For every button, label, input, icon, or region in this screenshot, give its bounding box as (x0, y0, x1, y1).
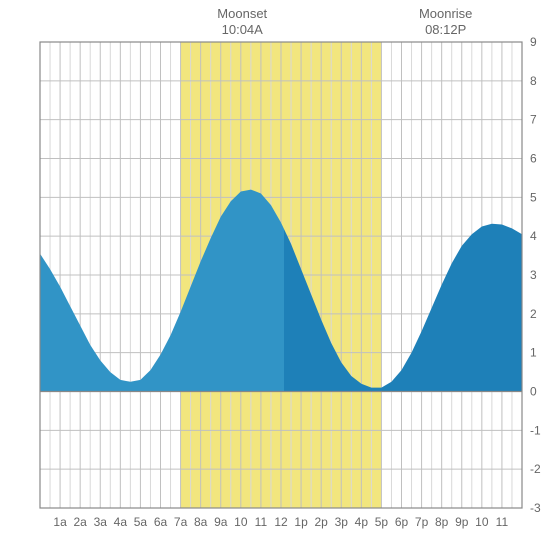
y-tick-label: 7 (530, 113, 537, 127)
y-tick-label: 6 (530, 152, 537, 166)
x-tick-label: 6p (395, 515, 409, 529)
x-tick-label: 12 (274, 515, 288, 529)
moonrise-label: Moonrise08:12P (406, 6, 486, 37)
x-tick-label: 10 (475, 515, 489, 529)
y-tick-label: 8 (530, 74, 537, 88)
tide-chart: -3-2-101234567891a2a3a4a5a6a7a8a9a101112… (0, 0, 550, 550)
x-tick-label: 1p (294, 515, 308, 529)
x-tick-label: 11 (255, 515, 268, 529)
moonrise-time: 08:12P (406, 22, 486, 38)
y-tick-label: 5 (530, 190, 537, 204)
x-tick-label: 9p (455, 515, 469, 529)
x-tick-label: 5p (375, 515, 389, 529)
y-tick-label: 0 (530, 385, 537, 399)
x-tick-label: 2a (73, 515, 87, 529)
y-tick-label: -3 (530, 501, 541, 515)
moonset-label: Moonset10:04A (202, 6, 282, 37)
x-tick-label: 11 (496, 515, 509, 529)
y-tick-label: 9 (530, 35, 537, 49)
y-tick-label: 2 (530, 307, 537, 321)
y-tick-label: 4 (530, 229, 537, 243)
x-tick-label: 2p (314, 515, 328, 529)
x-tick-label: 6a (154, 515, 168, 529)
x-tick-label: 5a (134, 515, 148, 529)
x-tick-label: 3p (335, 515, 349, 529)
x-tick-label: 7a (174, 515, 188, 529)
x-tick-label: 3a (94, 515, 108, 529)
x-tick-label: 4p (355, 515, 369, 529)
x-tick-label: 8p (435, 515, 449, 529)
chart-svg: -3-2-101234567891a2a3a4a5a6a7a8a9a101112… (0, 0, 550, 550)
x-tick-label: 1a (53, 515, 67, 529)
y-tick-label: 1 (530, 346, 537, 360)
x-tick-label: 8a (194, 515, 208, 529)
moonset-time: 10:04A (202, 22, 282, 38)
x-tick-label: 7p (415, 515, 429, 529)
x-tick-label: 4a (114, 515, 128, 529)
y-tick-label: 3 (530, 268, 537, 282)
x-tick-label: 9a (214, 515, 228, 529)
y-tick-label: -2 (530, 462, 541, 476)
y-tick-label: -1 (530, 423, 541, 437)
moonset-title: Moonset (202, 6, 282, 22)
moonrise-title: Moonrise (406, 6, 486, 22)
x-tick-label: 10 (234, 515, 248, 529)
